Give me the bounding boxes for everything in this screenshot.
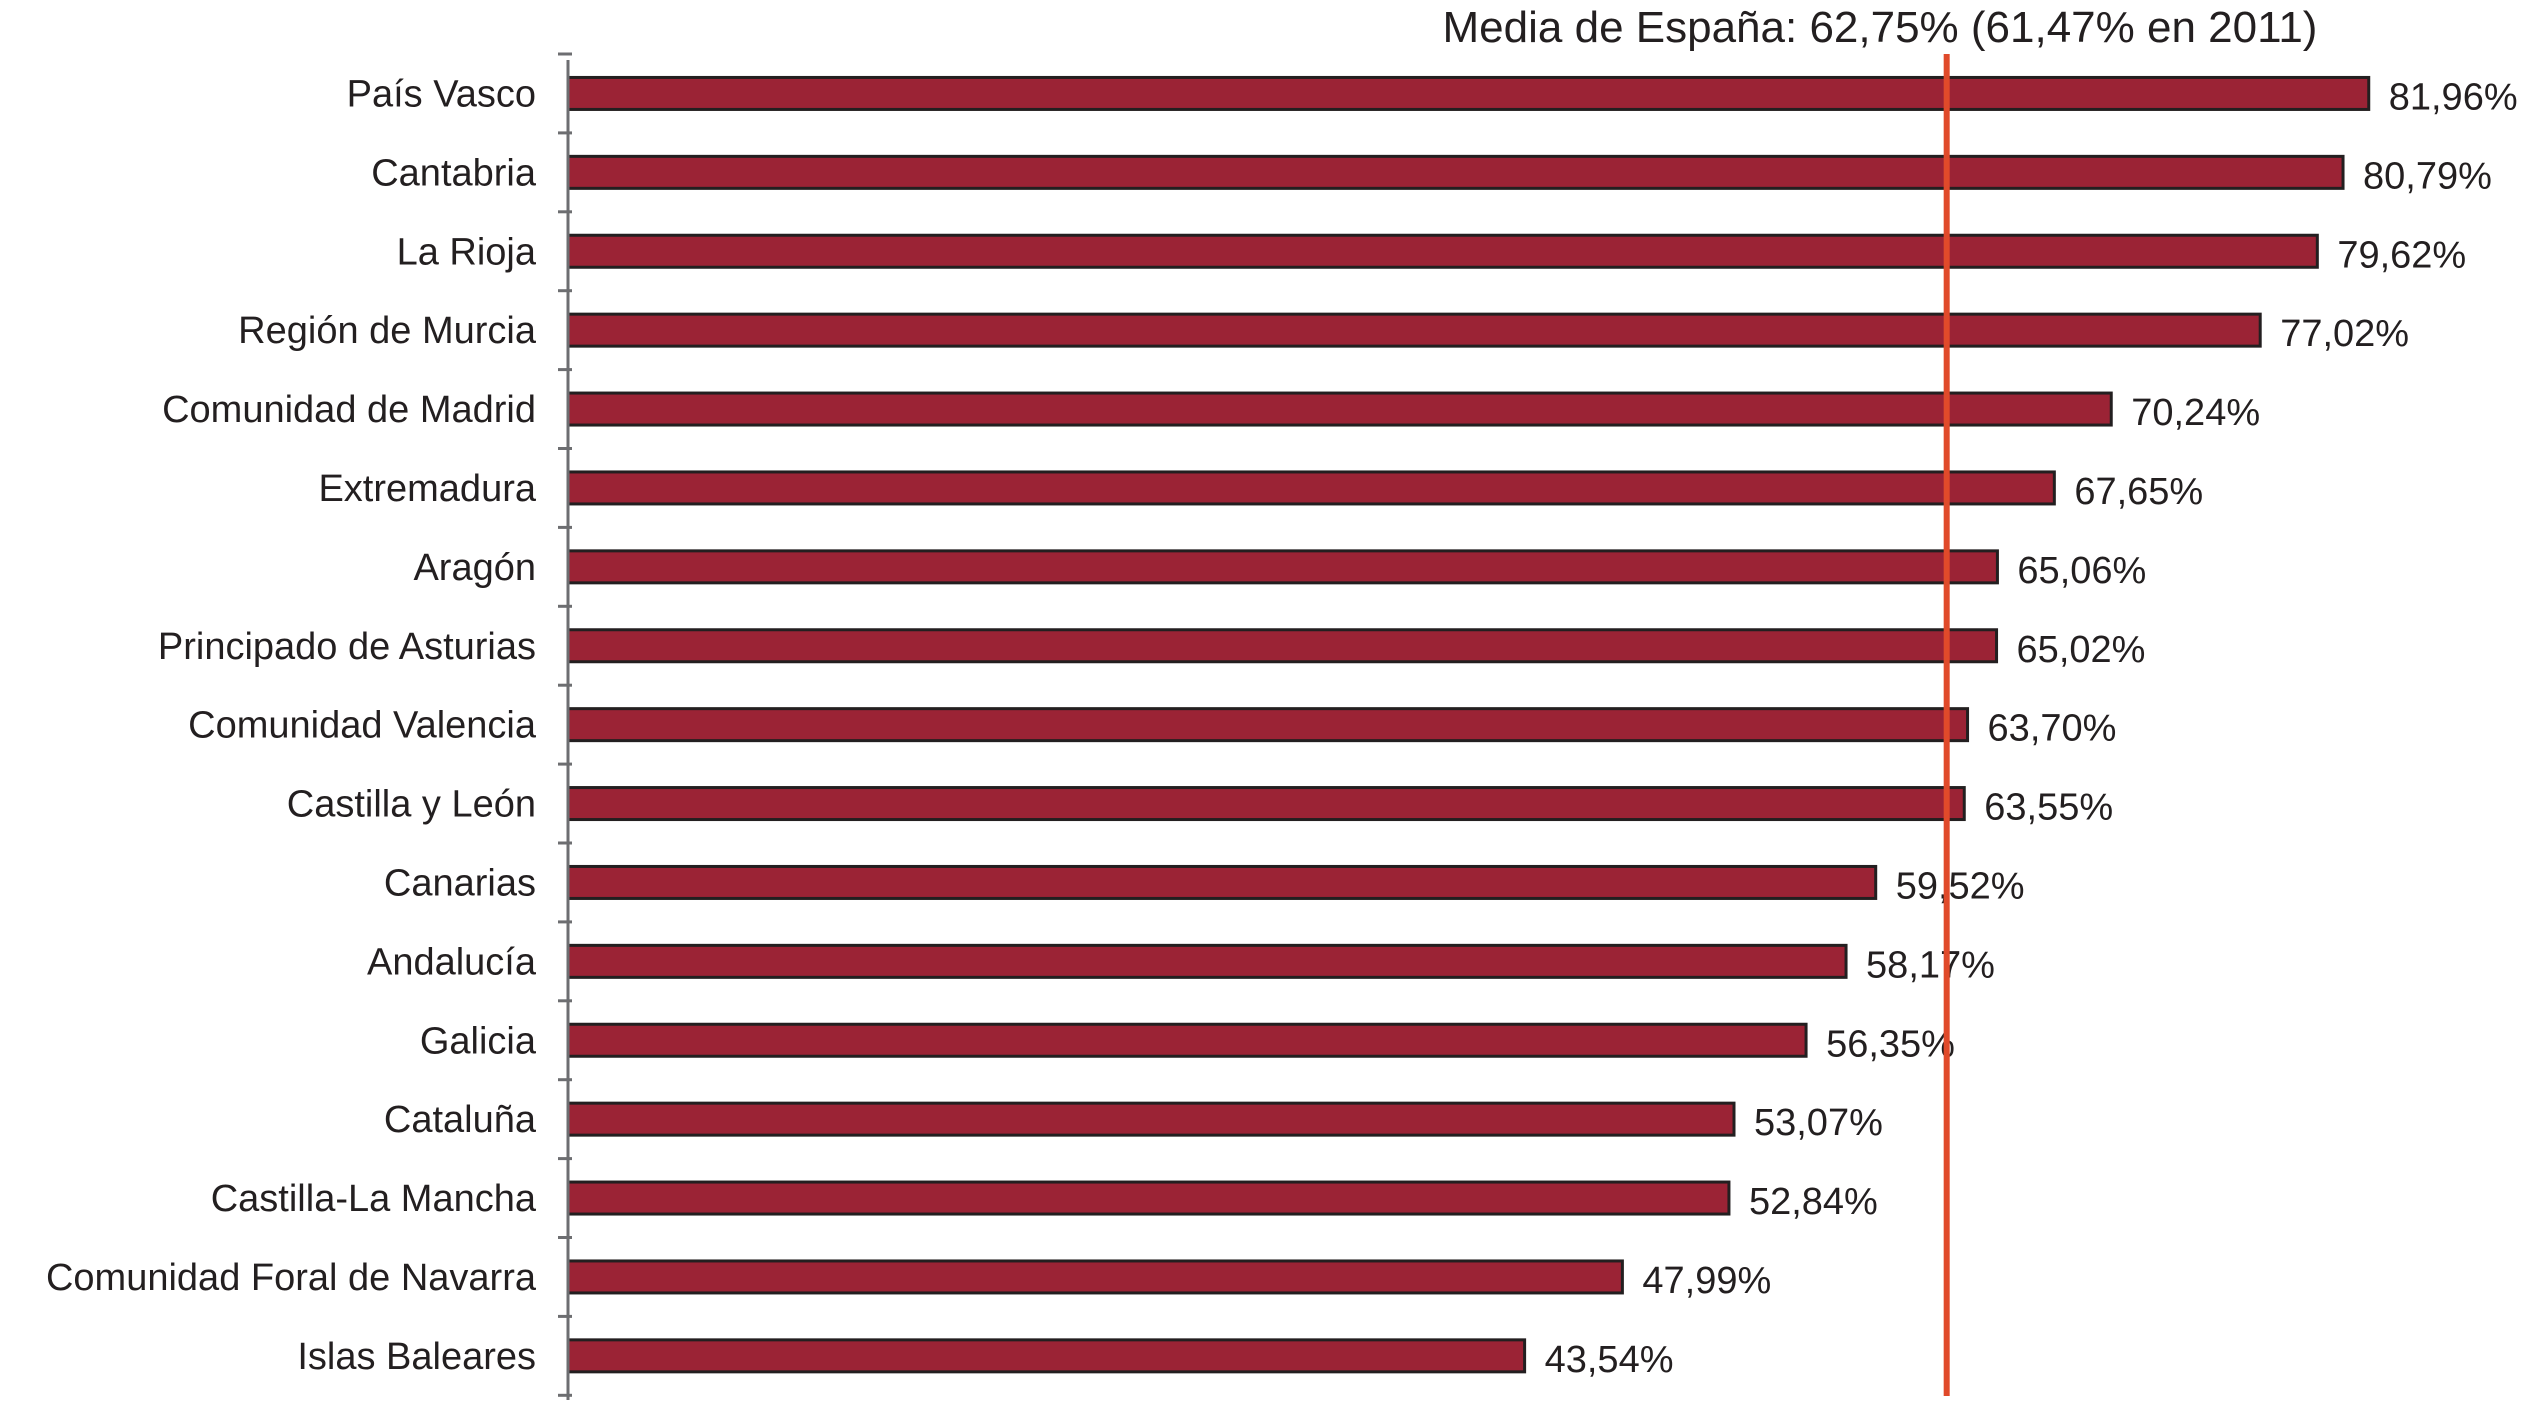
bars-layer bbox=[566, 75, 2371, 1374]
bar bbox=[566, 1338, 1527, 1374]
value-label: 81,96% bbox=[2389, 76, 2518, 118]
reference-layer: Media de España: 62,75% (61,47% en 2011) bbox=[1443, 3, 2318, 1396]
value-label: 65,02% bbox=[2017, 629, 2146, 671]
category-label: Andalucía bbox=[367, 941, 537, 983]
category-label: País Vasco bbox=[347, 73, 536, 115]
labels-layer: País Vasco 81,96% Cantabria 80,79% La Rioja 7… bbox=[46, 73, 2518, 1380]
value-label: 77,02% bbox=[2280, 313, 2409, 355]
bar bbox=[566, 549, 1999, 585]
category-label: Cataluña bbox=[384, 1099, 537, 1141]
bar bbox=[566, 864, 1878, 900]
category-label: Castilla-La Mancha bbox=[211, 1178, 537, 1220]
category-label: Aragón bbox=[413, 547, 536, 589]
category-label: Cantabria bbox=[371, 152, 537, 194]
bar bbox=[566, 786, 1966, 822]
bar bbox=[566, 1180, 1731, 1216]
category-label: Extremadura bbox=[318, 468, 536, 510]
bar bbox=[566, 391, 2113, 427]
category-label: Comunidad Valencia bbox=[188, 705, 537, 747]
bar bbox=[566, 75, 2371, 111]
spain-average-label: Media de España: 62,75% (61,47% en 2011) bbox=[1443, 3, 2318, 52]
category-label: Canarias bbox=[384, 862, 536, 904]
value-label: 43,54% bbox=[1545, 1339, 1674, 1381]
category-label: Principado de Asturias bbox=[158, 626, 536, 668]
bar bbox=[566, 312, 2262, 348]
value-label: 52,84% bbox=[1749, 1181, 1878, 1223]
value-label: 79,62% bbox=[2337, 234, 2466, 276]
bar bbox=[566, 943, 1848, 979]
value-label: 56,35% bbox=[1826, 1023, 1955, 1065]
value-label: 53,07% bbox=[1754, 1102, 1883, 1144]
value-label: 58,17% bbox=[1866, 944, 1995, 986]
bar bbox=[566, 154, 2345, 190]
value-label: 70,24% bbox=[2131, 392, 2260, 434]
value-label: 47,99% bbox=[1642, 1260, 1771, 1302]
value-label: 67,65% bbox=[2074, 471, 2203, 513]
bar bbox=[566, 707, 1970, 743]
axis-layer bbox=[558, 52, 572, 1400]
value-label: 63,55% bbox=[1984, 787, 2113, 829]
value-label: 63,70% bbox=[1988, 708, 2117, 750]
category-label: Comunidad de Madrid bbox=[162, 389, 536, 431]
category-label: Galicia bbox=[420, 1020, 537, 1062]
value-label: 65,06% bbox=[2017, 550, 2146, 592]
bar bbox=[566, 1022, 1808, 1058]
bar bbox=[566, 628, 1999, 664]
bar bbox=[566, 1101, 1736, 1137]
bar bbox=[566, 470, 2056, 506]
category-label: Castilla y León bbox=[287, 784, 536, 826]
bar bbox=[566, 1259, 1624, 1295]
bar bbox=[566, 233, 2319, 269]
category-label: La Rioja bbox=[397, 231, 537, 273]
value-label: 59,52% bbox=[1896, 865, 2025, 907]
value-label: 80,79% bbox=[2363, 155, 2492, 197]
category-label: Región de Murcia bbox=[238, 310, 537, 352]
category-label: Islas Baleares bbox=[297, 1336, 536, 1378]
category-label: Comunidad Foral de Navarra bbox=[46, 1257, 537, 1299]
